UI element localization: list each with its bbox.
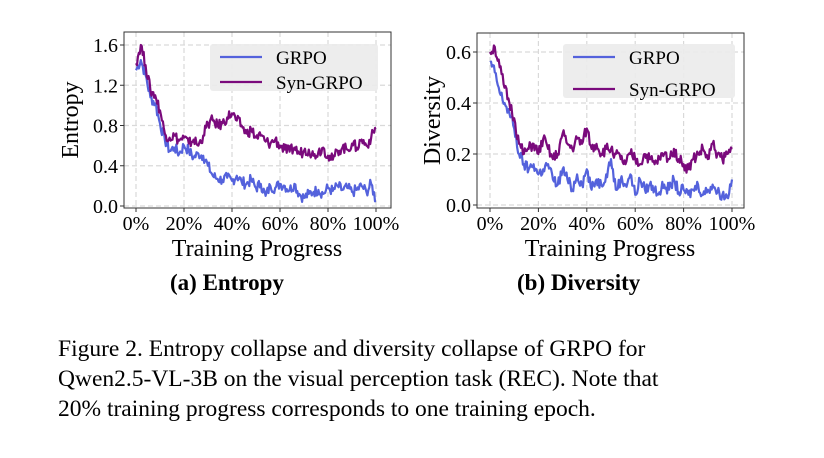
- x-tick-label: 80%: [310, 213, 347, 235]
- x-tick-label: 60%: [617, 213, 654, 235]
- legend-label-syn-grpo: Syn-GRPO: [276, 73, 363, 94]
- y-tick-label: 1.2: [93, 75, 118, 97]
- diversity-chart: 0% 20% 40% 60% 80% 100% 0.0 0.2 0.4 0.6 Training P…: [420, 32, 756, 262]
- plot-frame: [476, 32, 745, 209]
- x-tick-label: 0%: [123, 213, 150, 235]
- legend-label-grpo: GRPO: [629, 48, 680, 69]
- y-tick-label: 0.8: [93, 116, 118, 138]
- subtitle-entropy: (a) Entropy: [170, 270, 284, 295]
- legend-label-grpo: GRPO: [276, 48, 327, 69]
- x-tick-label: 0%: [477, 213, 504, 235]
- series-line-syn-grpo: [489, 44, 733, 174]
- x-axis-label: Training Progress: [172, 236, 342, 262]
- x-tick-label: 40%: [214, 213, 251, 235]
- legend-box: [210, 44, 378, 91]
- caption-line: Figure 2. Entropy collapse and diversity…: [58, 336, 646, 362]
- y-tick-label: 0.4: [93, 156, 118, 178]
- y-tick-label: 0.0: [93, 196, 118, 218]
- y-tick-label: 1.6: [93, 35, 118, 57]
- x-tick-label: 100%: [709, 213, 756, 235]
- figure-caption: Figure 2. Entropy collapse and diversity…: [58, 334, 766, 424]
- y-tick-label: 0.6: [446, 42, 471, 64]
- x-tick-label: 40%: [568, 213, 605, 235]
- series-line-grpo: [135, 58, 377, 203]
- legend-label-syn-grpo: Syn-GRPO: [629, 80, 716, 101]
- caption-line: Qwen2.5-VL-3B on the visual perception t…: [58, 366, 659, 392]
- y-axis-label: Diversity: [420, 76, 446, 165]
- x-axis-label: Training Progress: [525, 236, 695, 262]
- x-tick-label: 100%: [353, 213, 400, 235]
- y-tick-label: 0.0: [446, 195, 471, 217]
- x-tick-label: 80%: [665, 213, 702, 235]
- y-tick-label: 0.2: [446, 144, 471, 166]
- series-line-grpo: [489, 60, 734, 201]
- x-tick-label: 20%: [520, 213, 557, 235]
- y-axis-label: Entropy: [58, 81, 84, 158]
- caption-line: 20% training progress corresponds to one…: [58, 396, 596, 422]
- x-tick-label: 20%: [166, 213, 203, 235]
- x-tick-label: 60%: [262, 213, 299, 235]
- y-tick-label: 0.4: [446, 93, 471, 115]
- series-line-syn-grpo: [135, 43, 377, 162]
- entropy-chart: 0% 20% 40% 60% 80% 100% 0.0 0.4 0.8 1.2 1.6 Trainin…: [58, 31, 400, 262]
- plot-frame: [123, 31, 392, 209]
- subtitle-diversity: (b) Diversity: [517, 270, 641, 295]
